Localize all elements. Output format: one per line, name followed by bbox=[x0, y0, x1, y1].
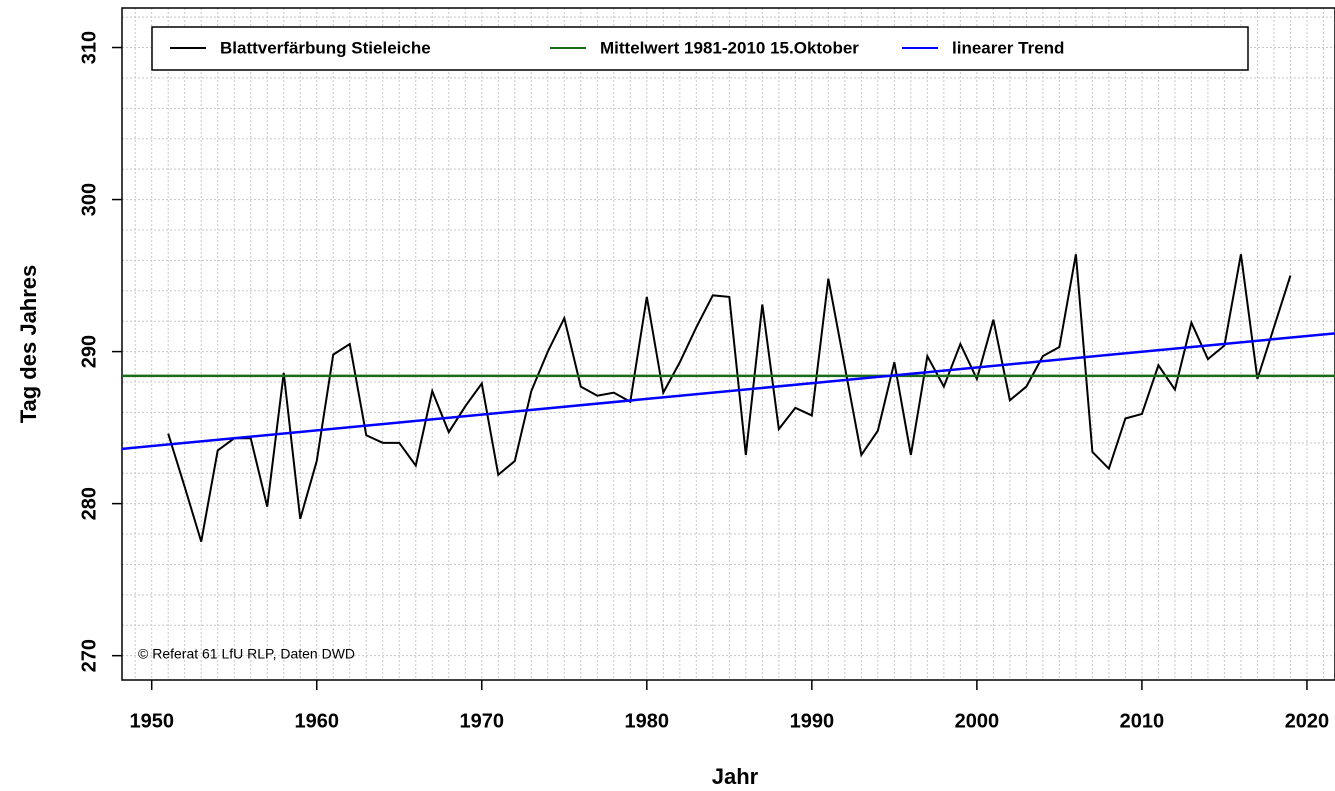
x-axis-label: Jahr bbox=[712, 764, 759, 789]
x-tick-label: 1980 bbox=[625, 710, 670, 732]
y-tick-label: 270 bbox=[78, 639, 100, 672]
legend-label: Blattverfärbung Stieleiche bbox=[220, 38, 431, 57]
legend-label: Mittelwert 1981-2010 15.Oktober bbox=[600, 38, 859, 57]
legend-box bbox=[151, 26, 1249, 71]
annotation: © Referat 61 LfU RLP, Daten DWD bbox=[138, 646, 355, 662]
x-tick-label: 2020 bbox=[1285, 710, 1330, 732]
y-axis-label: Tag des Jahres bbox=[16, 265, 41, 424]
series-line bbox=[167, 254, 1292, 542]
y-tick-label: 280 bbox=[78, 487, 100, 520]
x-tick-label: 1990 bbox=[790, 710, 835, 732]
x-tick-label: 1960 bbox=[294, 710, 339, 732]
x-tick-label: 2010 bbox=[1120, 710, 1165, 732]
x-tick-label: 1970 bbox=[460, 710, 505, 732]
y-tick-label: 310 bbox=[78, 31, 100, 64]
x-tick-label: 2000 bbox=[955, 710, 1000, 732]
y-tick-label: 300 bbox=[78, 183, 100, 216]
legend-label: linearer Trend bbox=[952, 38, 1064, 57]
plot-frame bbox=[121, 7, 1335, 681]
series-line bbox=[121, 332, 1335, 451]
x-tick-label: 1950 bbox=[129, 710, 174, 732]
y-tick-label: 290 bbox=[78, 335, 100, 368]
